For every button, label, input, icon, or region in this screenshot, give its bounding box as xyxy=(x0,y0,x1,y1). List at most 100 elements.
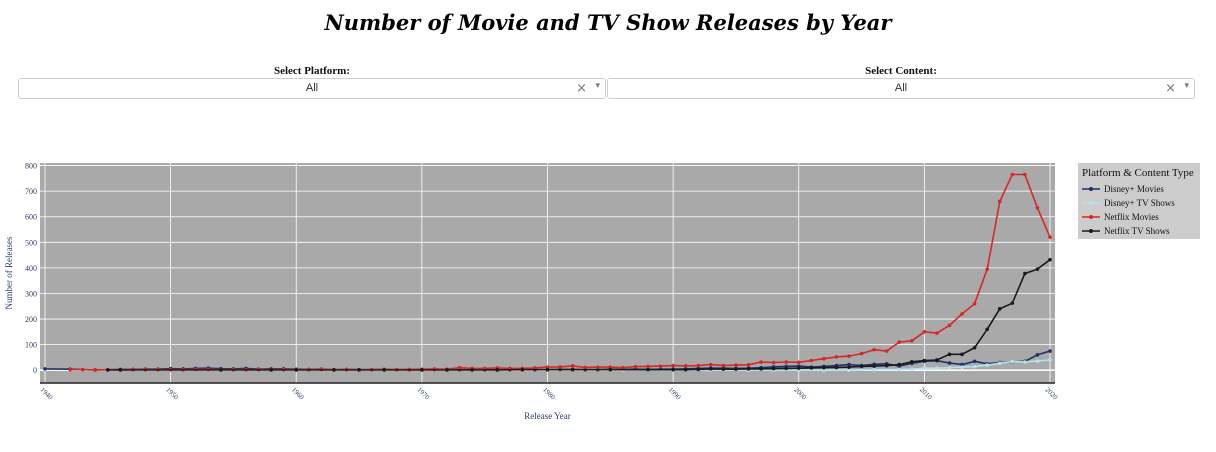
data-point[interactable] xyxy=(796,366,801,370)
data-point[interactable] xyxy=(960,365,964,369)
data-point[interactable] xyxy=(972,364,977,369)
data-point[interactable] xyxy=(910,359,914,364)
data-point[interactable] xyxy=(1048,257,1052,262)
data-point[interactable] xyxy=(897,367,902,372)
data-point[interactable] xyxy=(897,362,902,367)
data-point[interactable] xyxy=(1010,359,1015,364)
data-point[interactable] xyxy=(1048,349,1052,353)
data-point[interactable] xyxy=(960,362,964,367)
data-point[interactable] xyxy=(470,368,474,372)
data-point[interactable] xyxy=(671,363,675,368)
data-point[interactable] xyxy=(922,366,927,370)
data-point[interactable] xyxy=(935,366,939,370)
data-point[interactable] xyxy=(658,364,663,368)
data-point[interactable] xyxy=(332,368,336,372)
data-point[interactable] xyxy=(545,365,550,369)
platform-dropdown[interactable]: All × ▾ xyxy=(18,78,606,99)
data-point[interactable] xyxy=(445,368,449,372)
data-point[interactable] xyxy=(1035,267,1040,271)
data-point[interactable] xyxy=(847,368,851,373)
data-point[interactable] xyxy=(696,367,701,372)
data-point[interactable] xyxy=(43,367,47,371)
data-point[interactable] xyxy=(621,365,625,370)
data-point[interactable] xyxy=(608,367,613,372)
data-point[interactable] xyxy=(709,362,713,367)
data-point[interactable] xyxy=(570,364,575,368)
data-point[interactable] xyxy=(106,368,110,372)
data-point[interactable] xyxy=(696,363,701,368)
legend-item[interactable]: Netflix Movies xyxy=(1082,210,1159,224)
data-point[interactable] xyxy=(796,360,801,365)
data-point[interactable] xyxy=(357,368,361,372)
data-point[interactable] xyxy=(683,364,688,368)
content-chevron-down-icon[interactable]: ▾ xyxy=(1184,81,1189,91)
data-point[interactable] xyxy=(997,307,1002,311)
data-point[interactable] xyxy=(997,361,1002,366)
data-point[interactable] xyxy=(671,367,675,372)
legend-item[interactable]: Netflix TV Shows xyxy=(1082,224,1170,238)
data-point[interactable] xyxy=(872,364,876,368)
data-point[interactable] xyxy=(533,366,537,370)
data-point[interactable] xyxy=(847,362,851,367)
data-point[interactable] xyxy=(1048,235,1052,239)
data-point[interactable] xyxy=(922,358,927,363)
data-point[interactable] xyxy=(1023,360,1027,364)
data-point[interactable] xyxy=(822,365,826,370)
content-clear-icon[interactable]: × xyxy=(1165,81,1176,96)
data-point[interactable] xyxy=(910,338,914,343)
data-point[interactable] xyxy=(1035,205,1040,210)
data-point[interactable] xyxy=(1023,172,1027,177)
data-point[interactable] xyxy=(595,365,600,369)
data-point[interactable] xyxy=(1048,358,1052,362)
data-point[interactable] xyxy=(847,365,851,369)
data-point[interactable] xyxy=(884,363,889,368)
data-point[interactable] xyxy=(822,356,826,361)
data-point[interactable] xyxy=(746,367,751,371)
data-point[interactable] xyxy=(960,312,964,316)
legend-item[interactable]: Disney+ TV Shows xyxy=(1082,196,1175,210)
data-point[interactable] xyxy=(734,367,738,371)
data-point[interactable] xyxy=(709,367,713,371)
data-point[interactable] xyxy=(683,367,688,372)
data-point[interactable] xyxy=(646,367,650,372)
data-point[interactable] xyxy=(583,365,587,370)
data-point[interactable] xyxy=(746,363,751,367)
data-point[interactable] xyxy=(633,364,638,369)
data-point[interactable] xyxy=(646,364,650,369)
data-point[interactable] xyxy=(495,368,500,372)
data-point[interactable] xyxy=(910,367,914,371)
data-point[interactable] xyxy=(382,368,386,372)
data-point[interactable] xyxy=(947,352,952,357)
data-point[interactable] xyxy=(721,367,726,371)
data-point[interactable] xyxy=(771,360,776,365)
data-point[interactable] xyxy=(545,367,550,372)
data-point[interactable] xyxy=(1010,301,1015,305)
data-point[interactable] xyxy=(457,365,462,370)
data-point[interactable] xyxy=(947,365,952,370)
data-point[interactable] xyxy=(972,359,977,364)
legend-item[interactable]: Disney+ Movies xyxy=(1082,182,1164,196)
data-point[interactable] xyxy=(93,368,98,372)
data-point[interactable] xyxy=(759,360,763,364)
data-point[interactable] xyxy=(420,368,424,372)
data-point[interactable] xyxy=(947,361,952,365)
data-point[interactable] xyxy=(960,352,964,357)
data-point[interactable] xyxy=(68,367,72,372)
data-point[interactable] xyxy=(972,301,977,306)
data-point[interactable] xyxy=(985,363,989,367)
data-point[interactable] xyxy=(608,365,613,369)
data-point[interactable] xyxy=(947,323,952,328)
series-netflix-tv-shows[interactable] xyxy=(106,257,1052,372)
data-point[interactable] xyxy=(822,368,826,373)
data-point[interactable] xyxy=(922,330,927,334)
data-point[interactable] xyxy=(558,365,562,369)
data-point[interactable] xyxy=(570,367,575,372)
data-point[interactable] xyxy=(759,367,763,371)
data-point[interactable] xyxy=(872,367,876,372)
data-point[interactable] xyxy=(269,368,273,372)
data-point[interactable] xyxy=(294,368,299,372)
data-point[interactable] xyxy=(721,363,726,368)
data-point[interactable] xyxy=(997,199,1002,204)
platform-clear-icon[interactable]: × xyxy=(576,81,587,96)
data-point[interactable] xyxy=(935,331,939,335)
